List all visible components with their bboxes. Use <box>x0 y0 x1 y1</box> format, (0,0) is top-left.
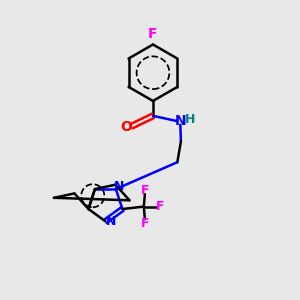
Text: O: O <box>120 120 132 134</box>
Text: N: N <box>106 215 116 228</box>
Text: F: F <box>156 200 165 213</box>
Text: H: H <box>184 112 195 126</box>
Text: F: F <box>141 217 149 230</box>
Text: N: N <box>175 114 186 128</box>
Text: N: N <box>114 180 125 193</box>
Text: F: F <box>141 184 149 196</box>
Text: F: F <box>148 27 158 41</box>
